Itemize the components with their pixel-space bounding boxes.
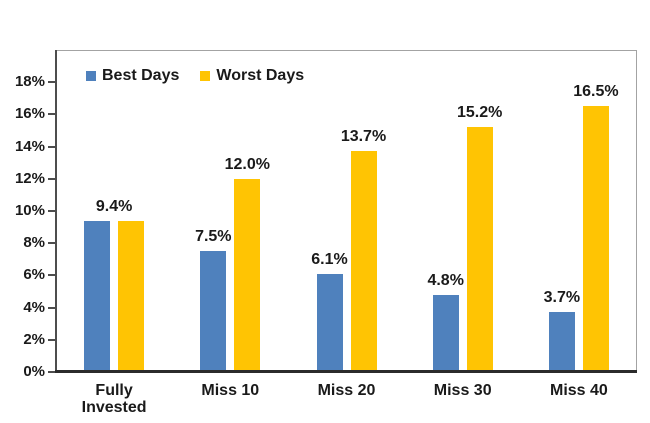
legend-label-worst-days: Worst Days [216, 67, 305, 84]
y-axis-tick-label: 4% [23, 298, 45, 316]
worst-days-swatch-icon [200, 71, 211, 81]
y-axis-line [54, 50, 57, 372]
y-axis-tick-label: 10% [14, 202, 45, 219]
y-axis-tick [48, 81, 55, 84]
value-label: 16.5% [573, 83, 619, 101]
y-axis-tick [48, 274, 55, 277]
y-axis-tick-label: 0% [23, 363, 45, 380]
best-days-swatch-icon [86, 71, 96, 81]
value-label: 15.2% [457, 104, 503, 122]
y-axis-tick [48, 113, 55, 116]
value-label: 12.0% [224, 155, 270, 173]
bar-best-days-2 [200, 251, 227, 372]
y-axis-tick [48, 177, 55, 180]
value-label: 7.5% [195, 228, 232, 246]
legend-label-best-days: Best Days [102, 67, 180, 84]
plot-area [55, 50, 637, 372]
bar-worst-days-1 [118, 220, 145, 372]
value-label: 4.8% [427, 271, 464, 289]
y-axis-tick-label: 14% [14, 137, 45, 155]
value-label: 3.7% [543, 289, 581, 307]
category-label-2: Miss 10 [201, 382, 260, 399]
y-axis-tick-label: 2% [23, 330, 45, 348]
category-label-1: Fully Invested [81, 382, 147, 416]
bar-best-days-1 [84, 220, 111, 372]
bar-worst-days-5 [582, 106, 609, 372]
y-axis-tick [48, 145, 55, 148]
category-label-4: Miss 30 [433, 382, 492, 399]
y-axis-tick-label: 6% [23, 266, 45, 284]
bar-best-days-4 [432, 294, 459, 372]
y-axis-tick-label: 12% [14, 169, 45, 187]
y-axis-tick [48, 306, 55, 309]
bar-best-days-5 [548, 312, 575, 372]
bar-worst-days-4 [466, 127, 493, 372]
chart-legend: Best Days Worst Days [86, 67, 304, 85]
value-label: 9.4% [95, 197, 133, 215]
y-axis-tick [48, 371, 55, 373]
category-label-3: Miss 20 [317, 382, 376, 399]
y-axis-tick [48, 242, 55, 245]
x-axis-line [54, 369, 637, 373]
legend-item-worst-days: Worst Days [200, 67, 304, 85]
bar-worst-days-2 [234, 178, 261, 372]
bar-best-days-3 [316, 273, 343, 372]
y-axis-tick-label: 18% [14, 73, 45, 91]
category-label-5: Miss 40 [549, 382, 608, 399]
value-label: 13.7% [340, 128, 387, 146]
y-axis-tick-label: 8% [23, 234, 45, 252]
value-label: 6.1% [311, 250, 348, 268]
bar-worst-days-3 [350, 151, 377, 372]
y-axis-tick [48, 338, 55, 341]
y-axis-tick-label: 16% [14, 105, 45, 123]
legend-item-best-days: Best Days [86, 67, 179, 85]
y-axis-tick [48, 210, 55, 212]
